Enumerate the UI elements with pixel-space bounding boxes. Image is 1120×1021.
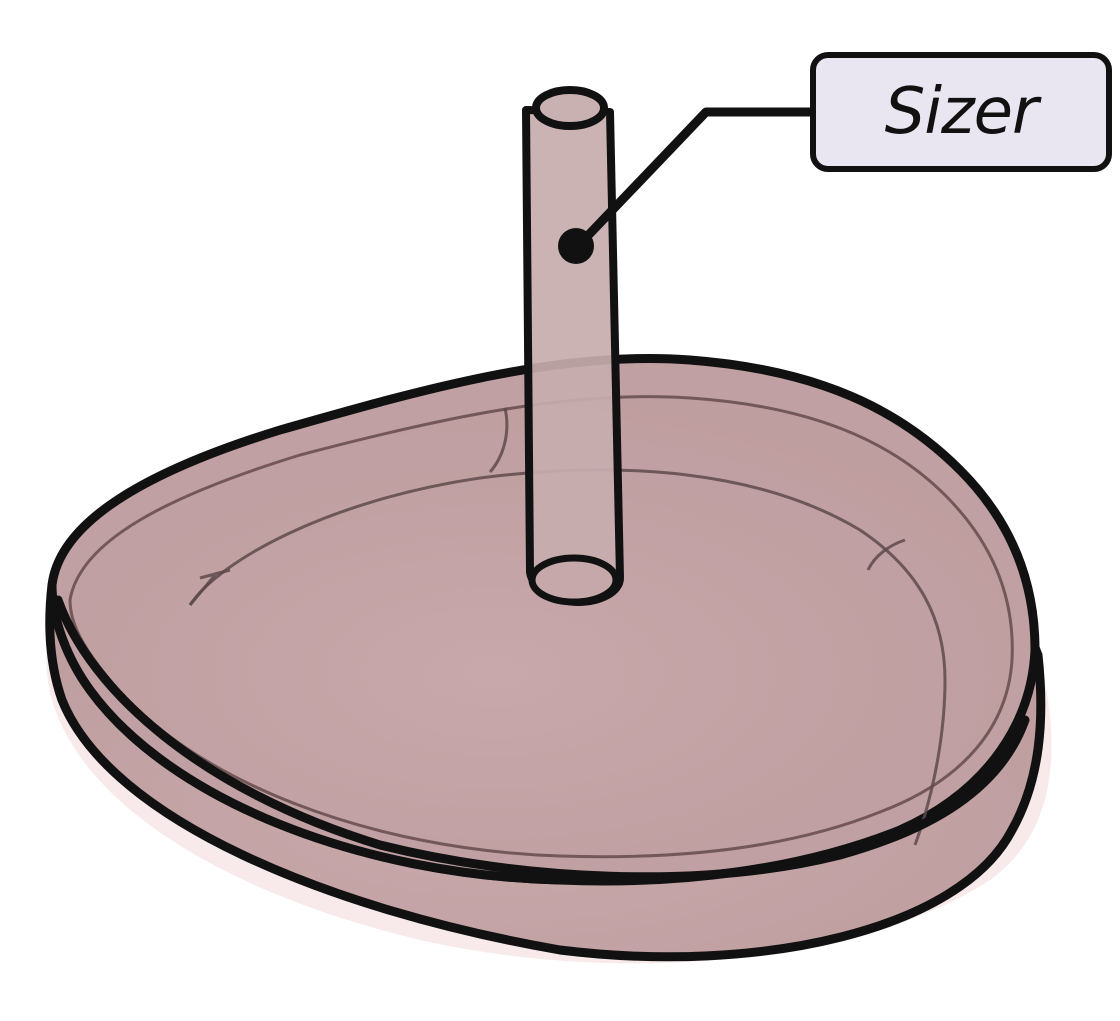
sizer-tube-bottom	[528, 554, 620, 606]
sizer-label: Sizer	[884, 75, 1039, 149]
dish-floor-branch-right	[866, 538, 906, 571]
sizer-tube-top	[532, 86, 608, 130]
callout-marker-dot	[558, 228, 594, 264]
dish-inner-rim	[68, 395, 1014, 859]
dish-front-rim	[53, 595, 1030, 882]
sizer-label-box: Sizer	[810, 52, 1112, 172]
sizer-tube	[522, 106, 624, 606]
dish-floor-branch-left	[188, 568, 231, 606]
callout-leader-line	[573, 107, 817, 251]
dish-floor-edge	[188, 468, 947, 846]
dish-floor-branch-top	[488, 407, 509, 473]
